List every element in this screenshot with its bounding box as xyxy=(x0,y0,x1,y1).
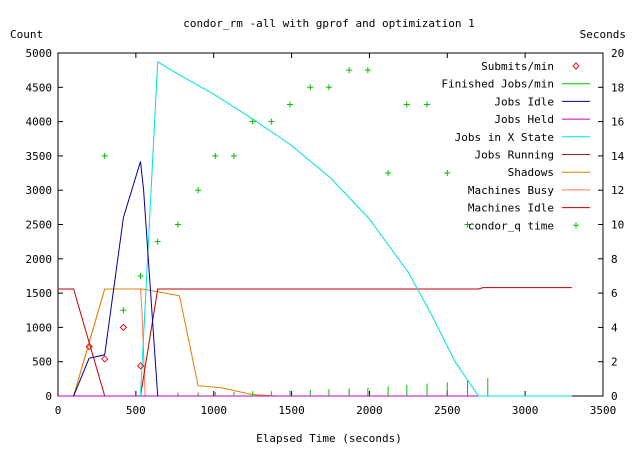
y-tick-label: 1500 xyxy=(26,287,53,300)
series-condor-q-time-point xyxy=(424,101,431,108)
series-submits-min-point xyxy=(101,355,109,363)
x-tick-label: 500 xyxy=(126,404,146,417)
legend-condor-q-time-label: condor_q time xyxy=(468,219,554,232)
series-condor-q-time-point xyxy=(464,221,471,228)
y-tick-label: 2000 xyxy=(26,253,53,266)
x-tick-label: 1500 xyxy=(278,404,305,417)
series-condor-q-time-point xyxy=(444,170,451,177)
series-machines-idle-line xyxy=(58,287,572,397)
y-tick-label: 0 xyxy=(45,390,52,403)
y-tick-label: 3500 xyxy=(26,150,53,163)
y2-tick-label: 20 xyxy=(611,47,624,60)
x-tick-label: 0 xyxy=(55,404,62,417)
series-submits-min-point xyxy=(136,362,145,370)
series-jobs-in-x-state-line xyxy=(140,61,572,397)
series-condor-q-time-point xyxy=(154,238,161,245)
legend-machines-busy-label: Machines Busy xyxy=(468,184,554,197)
series-condor-q-time-point xyxy=(346,67,353,74)
y-tick-label: 1000 xyxy=(26,321,53,334)
series-submits-min-point xyxy=(119,323,128,332)
x-tick-label: 3500 xyxy=(590,404,617,417)
series-machines-busy-line xyxy=(73,288,572,397)
y2-tick-label: 2 xyxy=(611,356,618,369)
series-condor-q-time-point xyxy=(101,152,108,159)
series-condor-q-time-point xyxy=(120,307,127,314)
x-tick-label: 3000 xyxy=(512,404,539,417)
y-tick-label: 4000 xyxy=(26,116,53,129)
y2-axis-label: Seconds xyxy=(580,28,626,41)
series-condor-q-time-point xyxy=(364,67,371,74)
y2-tick-label: 10 xyxy=(611,219,624,232)
legend-condor-q-time-swatch xyxy=(573,222,579,229)
x-axis-label: Elapsed Time (seconds) xyxy=(256,432,402,445)
y2-tick-label: 18 xyxy=(611,81,624,94)
legend-finished-jobs-min-label: Finished Jobs/min xyxy=(441,78,554,91)
series-condor-q-time-point xyxy=(195,187,202,194)
y2-tick-label: 14 xyxy=(611,150,625,163)
legend-shadows-label: Shadows xyxy=(508,166,554,179)
legend-jobs-idle-label: Jobs Idle xyxy=(494,95,554,108)
series-condor-q-time-point xyxy=(307,84,314,91)
x-tick-label: 2500 xyxy=(434,404,461,417)
y-tick-label: 4500 xyxy=(26,81,53,94)
y-tick-label: 3000 xyxy=(26,184,53,197)
legend-submits-min-swatch xyxy=(572,62,580,70)
series-condor-q-time-point xyxy=(230,152,237,159)
y-axis-label: Count xyxy=(10,28,43,41)
series-layer xyxy=(58,61,572,397)
legend-submits-min-label: Submits/min xyxy=(481,60,554,73)
series-condor-q-time-point xyxy=(287,101,294,108)
series-shadows-line xyxy=(73,288,572,397)
series-jobs-idle-line xyxy=(73,161,159,397)
y-tick-label: 5000 xyxy=(26,47,53,60)
y2-tick-label: 6 xyxy=(611,287,618,300)
x-tick-label: 2000 xyxy=(356,404,383,417)
y2-tick-label: 0 xyxy=(611,390,618,403)
legend-jobs-held-label: Jobs Held xyxy=(494,113,554,126)
y2-tick-label: 4 xyxy=(611,321,618,334)
y-tick-label: 500 xyxy=(32,356,52,369)
y2-tick-label: 12 xyxy=(611,184,624,197)
series-condor-q-time-point xyxy=(174,221,181,228)
series-condor-q-time-point xyxy=(325,84,332,91)
series-condor-q-time-point xyxy=(137,272,144,279)
series-submits-min-point xyxy=(85,342,93,351)
legend-jobs-running-label: Jobs Running xyxy=(475,149,554,162)
chart-title: condor_rm -all with gprof and optimizati… xyxy=(183,17,474,30)
y2-tick-label: 16 xyxy=(611,116,624,129)
legend-machines-idle-label: Machines Idle xyxy=(468,202,554,215)
legend-jobs-in-x-state-label: Jobs in X State xyxy=(455,131,554,144)
y-tick-label: 2500 xyxy=(26,219,53,232)
series-condor-q-time-point xyxy=(212,152,219,159)
series-condor-q-time-point xyxy=(403,101,410,108)
legend: Submits/min Finished Jobs/min Jobs Idle Job… xyxy=(441,60,590,232)
series-condor-q-time-point xyxy=(268,118,275,125)
x-tick-label: 1000 xyxy=(200,404,227,417)
series-condor-q-time-point xyxy=(385,170,392,177)
series-condor-q-time-point xyxy=(249,118,256,125)
ticks-layer: 0 500 1000 1500 2000 2500 3000 3500050010001500… xyxy=(26,47,625,417)
y2-tick-label: 8 xyxy=(611,253,618,266)
